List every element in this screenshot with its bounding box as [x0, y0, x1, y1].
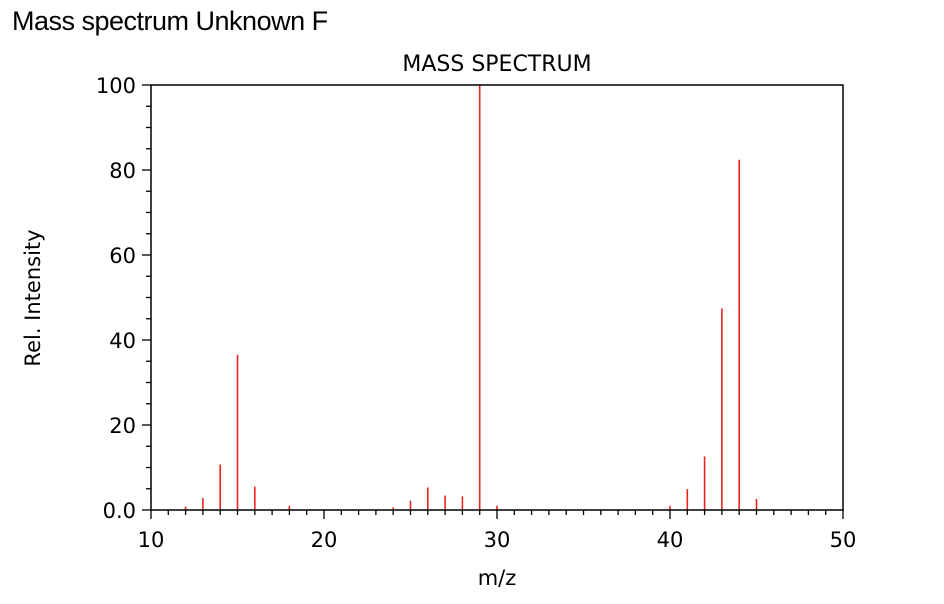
y-tick-label: 60	[109, 244, 136, 268]
y-tick-label: 80	[109, 159, 136, 183]
x-tick-label: 30	[484, 528, 511, 552]
y-tick-label: 100	[96, 74, 136, 98]
chart-title: MASS SPECTRUM	[402, 52, 591, 77]
spectrum-peaks	[184, 85, 758, 510]
axis-tick-labels: 10 20 30 40 50 0.0 20 40 60 80 100	[96, 74, 856, 552]
axis-ticks	[142, 84, 844, 519]
y-tick-label: 40	[109, 329, 136, 353]
y-axis-label: Rel. Intensity	[21, 229, 45, 366]
x-tick-label: 40	[657, 528, 684, 552]
y-tick-label: 0.0	[103, 499, 136, 523]
x-axis-label: m/z	[478, 566, 517, 590]
x-tick-label: 10	[138, 528, 165, 552]
x-tick-label: 50	[830, 528, 857, 552]
x-tick-label: 20	[311, 528, 338, 552]
page-heading: Mass spectrum Unknown F	[12, 6, 328, 36]
y-tick-label: 20	[109, 414, 136, 438]
